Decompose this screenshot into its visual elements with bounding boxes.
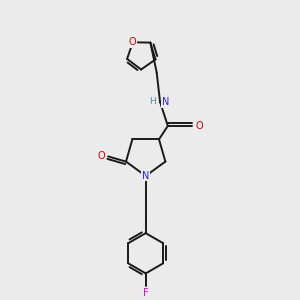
Text: O: O — [129, 37, 136, 47]
Text: O: O — [97, 152, 105, 161]
Text: H: H — [148, 98, 155, 106]
Text: N: N — [142, 171, 149, 181]
Text: O: O — [195, 121, 203, 131]
Text: F: F — [143, 288, 148, 298]
Text: N: N — [162, 97, 169, 107]
